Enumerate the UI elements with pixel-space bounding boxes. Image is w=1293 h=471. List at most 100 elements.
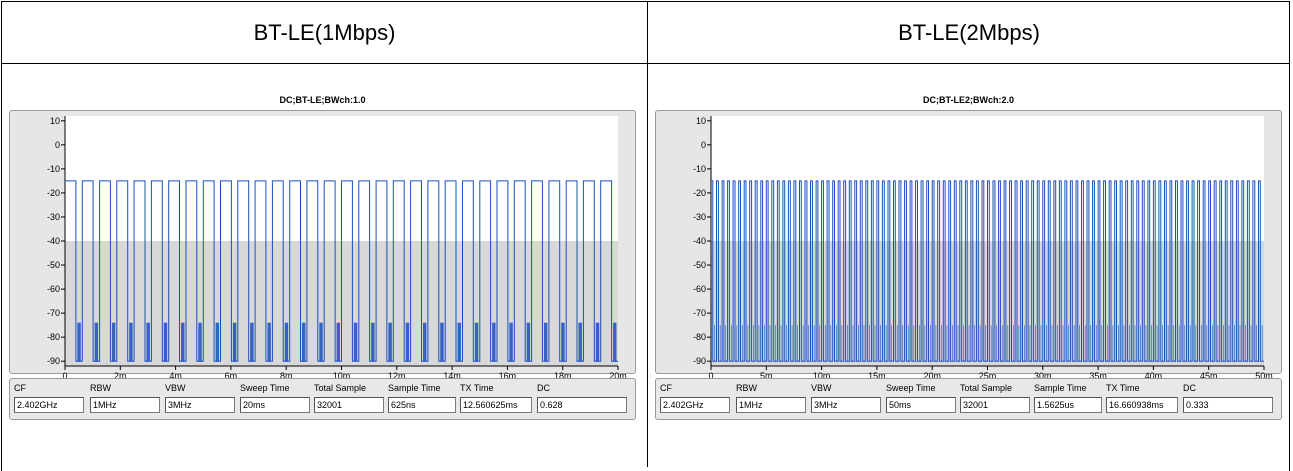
dc-label: DC (537, 383, 550, 393)
noise-band (1012, 325, 1014, 362)
noise-band (319, 322, 323, 362)
noise-band (1090, 325, 1092, 362)
x-tick-label: 15m (868, 371, 886, 381)
noise-band (111, 322, 116, 362)
x-tick-label: 40m (1145, 371, 1163, 381)
cf-field[interactable]: 2.402GHz (14, 397, 84, 413)
noise-band (284, 322, 289, 362)
noise-band (198, 322, 202, 362)
noise-band (913, 325, 915, 362)
series-line (711, 180, 1264, 362)
dc-field[interactable]: 0.628 (537, 397, 627, 413)
noise-band (1101, 325, 1103, 362)
noise-band (802, 325, 804, 362)
x-tick-label: 16m (499, 371, 517, 381)
noise-band (1200, 325, 1202, 362)
noise-band (858, 325, 859, 362)
noise-band (1217, 325, 1219, 362)
total-sample-label: Total Sample (960, 383, 1013, 393)
y-tick-label: 0 (55, 140, 60, 150)
noise-band (935, 325, 937, 362)
noise-band (896, 325, 898, 362)
total-sample-label: Total Sample (314, 383, 367, 393)
noise-band (336, 322, 340, 362)
x-tick-label: 5m (760, 371, 773, 381)
x-tick-label: 20m (609, 371, 627, 381)
cf-field[interactable]: 2.402GHz (660, 397, 730, 413)
x-tick-label: 8m (280, 371, 293, 381)
noise-band (146, 322, 150, 362)
dc-field[interactable]: 0.333 (1183, 397, 1273, 413)
noise-band (1106, 325, 1108, 362)
sweep-time-field[interactable]: 50ms (886, 397, 956, 413)
info-bar: CF RBW VBW Sweep Time Total Sample Sampl… (655, 378, 1282, 420)
y-tick-label: -40 (47, 236, 60, 246)
y-tick-label: 0 (701, 140, 706, 150)
noise-band (1261, 325, 1263, 362)
noise-band (725, 325, 727, 362)
noise-band (1084, 325, 1086, 362)
noise-band (1018, 325, 1020, 362)
noise-band (422, 322, 427, 362)
x-tick-label: 30m (1034, 371, 1052, 381)
sample-time-field[interactable]: 625ns (388, 397, 456, 413)
noise-band (902, 325, 904, 362)
x-tick-label: 20m (923, 371, 941, 381)
vbw-field[interactable]: 3MHz (165, 397, 235, 413)
noise-band (885, 325, 887, 362)
total-sample-field[interactable]: 32001 (314, 397, 384, 413)
cf-label: CF (14, 383, 26, 393)
plot-area[interactable]: 100-10-20-30-40-50-60-70-80-900 2m 4m 6m 8m 1… (9, 110, 636, 381)
y-tick-label: -40 (693, 236, 706, 246)
noise-band (1035, 325, 1036, 362)
noise-band (1068, 325, 1069, 362)
noise-band (741, 325, 743, 362)
noise-band (302, 322, 306, 362)
x-tick-label: 25m (979, 371, 997, 381)
noise-band (769, 325, 771, 362)
column-divider (647, 1, 648, 467)
y-tick-label: -60 (47, 284, 60, 294)
noise-band (1073, 325, 1075, 362)
noise-band (1007, 325, 1009, 362)
sweep-time-field[interactable]: 20ms (240, 397, 310, 413)
noise-band (952, 325, 953, 362)
noise-band (457, 322, 461, 362)
noise-band (492, 322, 496, 362)
dc-label: DC (1183, 383, 1196, 393)
y-tick-label: -10 (693, 164, 706, 174)
sample-time-field[interactable]: 1.5625us (1034, 397, 1102, 413)
noise-band (1057, 325, 1058, 362)
y-tick-label: -30 (693, 212, 706, 222)
noise-band (847, 325, 848, 362)
plot-area[interactable]: 100-10-20-30-40-50-60-70-80-900 5m 10m 15m 2… (655, 110, 1282, 381)
rbw-field[interactable]: 1MHz (736, 397, 806, 413)
noise-band (863, 325, 865, 362)
rbw-field[interactable]: 1MHz (90, 397, 160, 413)
y-tick-label: -80 (47, 332, 60, 342)
noise-band (94, 322, 99, 362)
chart-panel-2: DC;BT-LE2;BWch:2.0 10 0 -10 -20 -30 -40 -50 -60… (655, 90, 1282, 430)
tx-time-field[interactable]: 16.660938ms (1106, 397, 1178, 413)
noise-band (1250, 325, 1252, 362)
noise-band (578, 322, 582, 362)
noise-band (1129, 325, 1130, 362)
noise-band (1167, 325, 1169, 362)
sweep-time-label: Sweep Time (240, 383, 290, 393)
noise-band (930, 325, 931, 362)
header-2mbps: BT-LE(2Mbps) (898, 20, 1040, 45)
noise-band (941, 325, 942, 362)
x-tick-label: 35m (1089, 371, 1107, 381)
x-tick-label: 18m (554, 371, 572, 381)
tx-time-field[interactable]: 12.560625ms (460, 397, 532, 413)
noise-band (474, 322, 479, 362)
y-tick-label: -70 (693, 308, 706, 318)
noise-band (996, 325, 998, 362)
total-sample-field[interactable]: 32001 (960, 397, 1030, 413)
x-tick-label: 45m (1200, 371, 1218, 381)
vbw-field[interactable]: 3MHz (811, 397, 881, 413)
noise-band (1256, 325, 1257, 362)
x-tick-label: 0 (708, 371, 713, 381)
noise-band (780, 325, 782, 362)
